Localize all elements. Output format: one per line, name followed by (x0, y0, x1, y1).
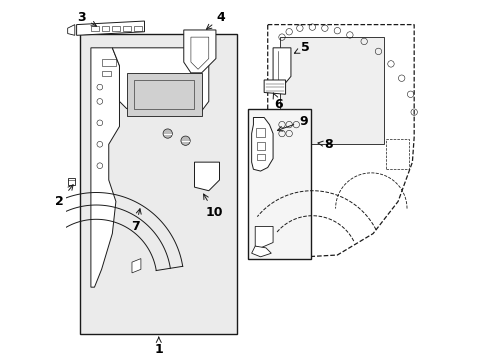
Text: 3: 3 (78, 11, 96, 26)
Polygon shape (77, 21, 144, 35)
Polygon shape (272, 48, 290, 87)
Bar (112, 26, 120, 31)
Polygon shape (255, 226, 272, 248)
Polygon shape (251, 117, 272, 171)
Text: 8: 8 (317, 138, 332, 151)
Bar (134, 80, 194, 109)
Text: 2: 2 (55, 185, 73, 208)
Bar (385, 139, 408, 169)
Polygon shape (132, 258, 141, 273)
Bar (80, 33, 237, 334)
Bar (102, 26, 109, 31)
Text: 7: 7 (131, 209, 141, 233)
Bar (256, 154, 264, 160)
Text: 9: 9 (277, 114, 307, 131)
Bar (255, 128, 264, 137)
Polygon shape (183, 30, 216, 73)
Bar (91, 26, 99, 31)
Text: 1: 1 (154, 337, 163, 356)
Text: 6: 6 (273, 93, 282, 112)
Polygon shape (67, 178, 75, 185)
Polygon shape (194, 162, 219, 191)
Circle shape (163, 129, 172, 138)
Text: 5: 5 (294, 41, 309, 54)
Circle shape (181, 136, 190, 145)
Bar (280, 37, 383, 144)
Polygon shape (264, 80, 285, 94)
Bar (102, 71, 110, 76)
Bar (247, 109, 310, 258)
Polygon shape (91, 48, 119, 287)
Bar (102, 59, 116, 66)
Polygon shape (112, 48, 208, 116)
Bar (256, 143, 264, 150)
Polygon shape (67, 24, 75, 35)
Polygon shape (251, 246, 271, 257)
Text: 10: 10 (203, 194, 223, 219)
Bar (123, 26, 131, 31)
Text: 4: 4 (206, 11, 225, 29)
Bar (134, 26, 142, 31)
Polygon shape (126, 73, 201, 116)
Polygon shape (267, 24, 413, 257)
